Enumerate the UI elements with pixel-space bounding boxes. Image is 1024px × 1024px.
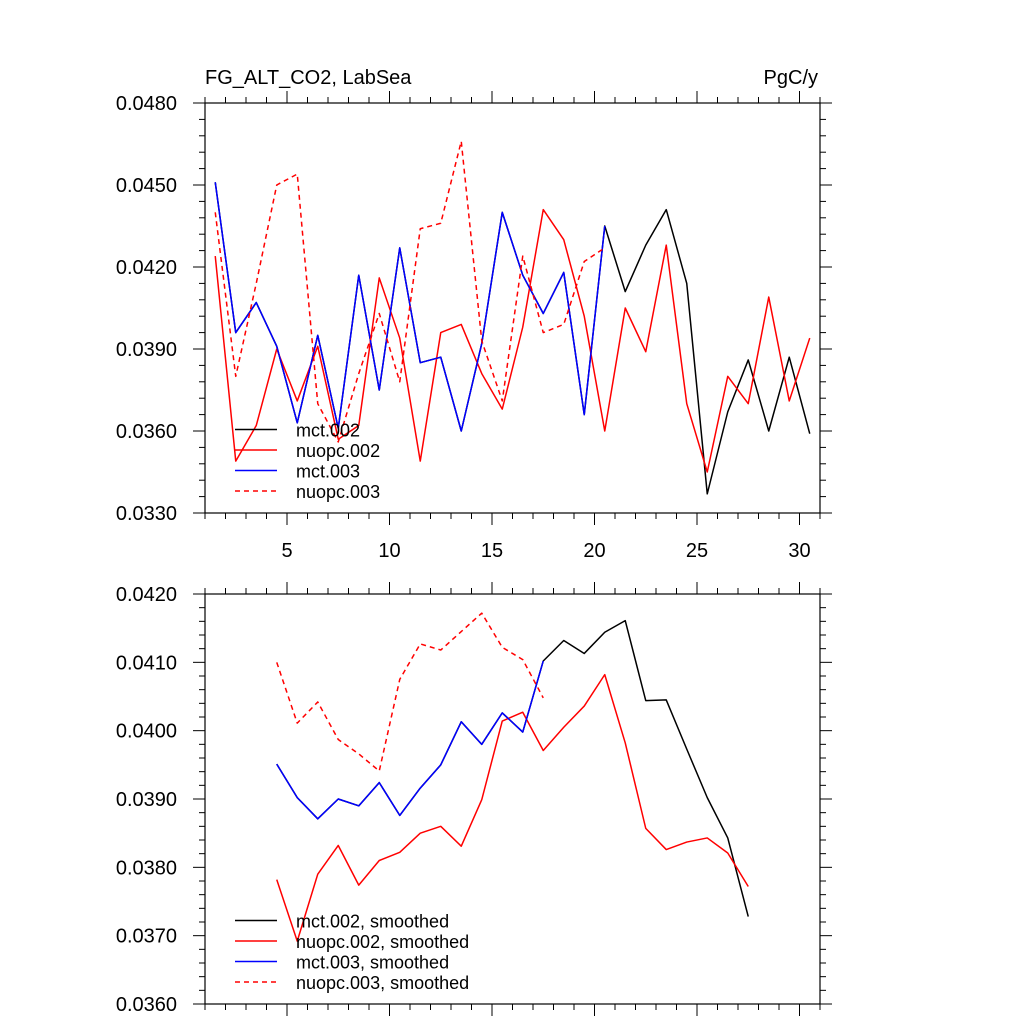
legend-label: mct.002, smoothed: [296, 912, 449, 932]
y-tick-label: 0.0360: [116, 994, 177, 1016]
top-chart-panel: FG_ALT_CO2, LabSea PgC/y 0.0330 0.0360 0.0…: [116, 67, 832, 562]
legend-label: nuopc.003: [296, 482, 380, 502]
legend-label: nuopc.002: [296, 441, 380, 461]
bottom-chart-panel: 0.0360 0.0370 0.0380 0.0390 0.0400 0.0410 0.04…: [116, 582, 832, 1016]
series-line-nuopc-003: [214, 140, 606, 443]
y-tick-label: 0.0330: [116, 503, 177, 525]
y-tick-label: 0.0370: [116, 926, 177, 948]
legend-label: mct.002: [296, 421, 360, 441]
series-line-mct-002-smoothed: [276, 619, 749, 917]
y-tick-label: 0.0390: [116, 339, 177, 361]
legend-label: nuopc.002, smoothed: [296, 932, 469, 952]
series-line-mct-003-smoothed: [276, 660, 544, 820]
y-tick-label: 0.0480: [116, 93, 177, 115]
series-line-nuopc-002-smoothed: [276, 673, 749, 942]
axis-ticks: [193, 91, 832, 525]
x-tick-label: 20: [583, 540, 605, 562]
chart-title-left: FG_ALT_CO2, LabSea: [205, 67, 412, 89]
series-line-nuopc-003-smoothed: [276, 612, 544, 772]
y-tick-label: 0.0380: [116, 857, 177, 879]
x-tick-label: 25: [686, 540, 708, 562]
series-line-nuopc-002: [214, 208, 811, 473]
x-tick-label: 15: [481, 540, 503, 562]
y-tick-label: 0.0450: [116, 175, 177, 197]
y-tick-label: 0.0410: [116, 652, 177, 674]
legend-label: mct.003: [296, 462, 360, 482]
chart-title-units: PgC/y: [764, 67, 818, 89]
axis-ticks: [193, 582, 832, 1016]
x-tick-label: 10: [378, 540, 400, 562]
y-tick-label: 0.0390: [116, 789, 177, 811]
y-tick-label: 0.0420: [116, 257, 177, 279]
y-tick-label: 0.0360: [116, 421, 177, 443]
y-tick-label: 0.0420: [116, 584, 177, 606]
y-tick-label: 0.0400: [116, 721, 177, 743]
legend-label: mct.003, smoothed: [296, 953, 449, 973]
x-tick-label: 5: [281, 540, 292, 562]
series-line-mct-003: [214, 182, 606, 432]
legend-label: nuopc.003, smoothed: [296, 973, 469, 993]
x-tick-label: 30: [788, 540, 810, 562]
